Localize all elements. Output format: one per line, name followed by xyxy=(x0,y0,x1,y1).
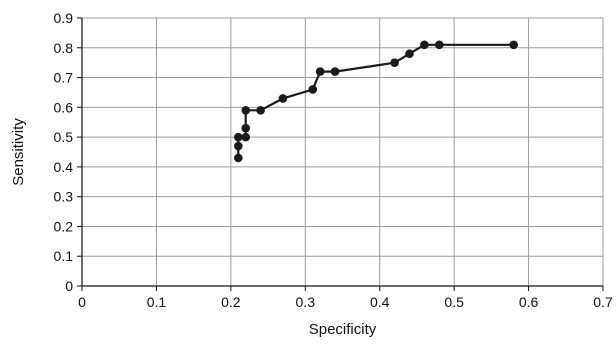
y-tick-label: 0.2 xyxy=(54,218,74,234)
plot-frame xyxy=(81,17,604,287)
y-tick-labels: 0 0.1 0.2 0.3 0.4 0.5 0.6 0.7 0.8 0.9 xyxy=(54,10,74,294)
x-tick-label: 0.3 xyxy=(296,294,316,310)
axes xyxy=(77,17,604,291)
data-point xyxy=(234,141,243,151)
series-line xyxy=(237,43,514,158)
y-axis-title: Sensitivity xyxy=(10,118,27,186)
x-tick-labels: 0 0.1 0.2 0.3 0.4 0.5 0.6 0.7 xyxy=(78,294,613,310)
x-tick-label: 0.6 xyxy=(519,294,539,310)
y-tick-label: 0.8 xyxy=(54,40,74,56)
data-point xyxy=(241,132,251,142)
x-tick-label: 0.4 xyxy=(370,294,390,310)
x-tick-label: 0.7 xyxy=(593,294,613,310)
data-point xyxy=(241,123,251,133)
x-tick-label: 0.1 xyxy=(147,294,167,310)
y-tick-label: 0.3 xyxy=(54,189,74,205)
series xyxy=(234,40,518,163)
y-tick-label: 0.7 xyxy=(54,70,74,86)
data-point xyxy=(330,67,340,76)
data-point xyxy=(308,85,318,94)
y-tick-label: 0.6 xyxy=(54,99,74,115)
x-tick-label: 0.2 xyxy=(221,294,241,310)
grid xyxy=(81,17,604,287)
data-point xyxy=(241,106,251,115)
data-point xyxy=(315,67,325,76)
y-tick-label: 0.1 xyxy=(54,248,74,264)
data-point xyxy=(390,58,399,67)
x-tick-label: 0.5 xyxy=(444,294,464,310)
x-axis-title: Specificity xyxy=(309,321,377,338)
data-point xyxy=(234,153,243,163)
y-tick-label: 0.9 xyxy=(54,10,74,26)
data-point xyxy=(278,94,288,103)
data-point xyxy=(234,132,243,142)
data-point xyxy=(420,40,429,50)
y-tick-label: 0 xyxy=(65,278,73,294)
data-point xyxy=(509,40,518,50)
y-tick-label: 0.5 xyxy=(54,129,74,145)
data-point xyxy=(256,106,265,115)
data-point xyxy=(405,49,414,59)
data-point xyxy=(434,40,444,50)
y-tick-label: 0.4 xyxy=(54,159,74,175)
x-tick-label: 0 xyxy=(78,294,86,310)
